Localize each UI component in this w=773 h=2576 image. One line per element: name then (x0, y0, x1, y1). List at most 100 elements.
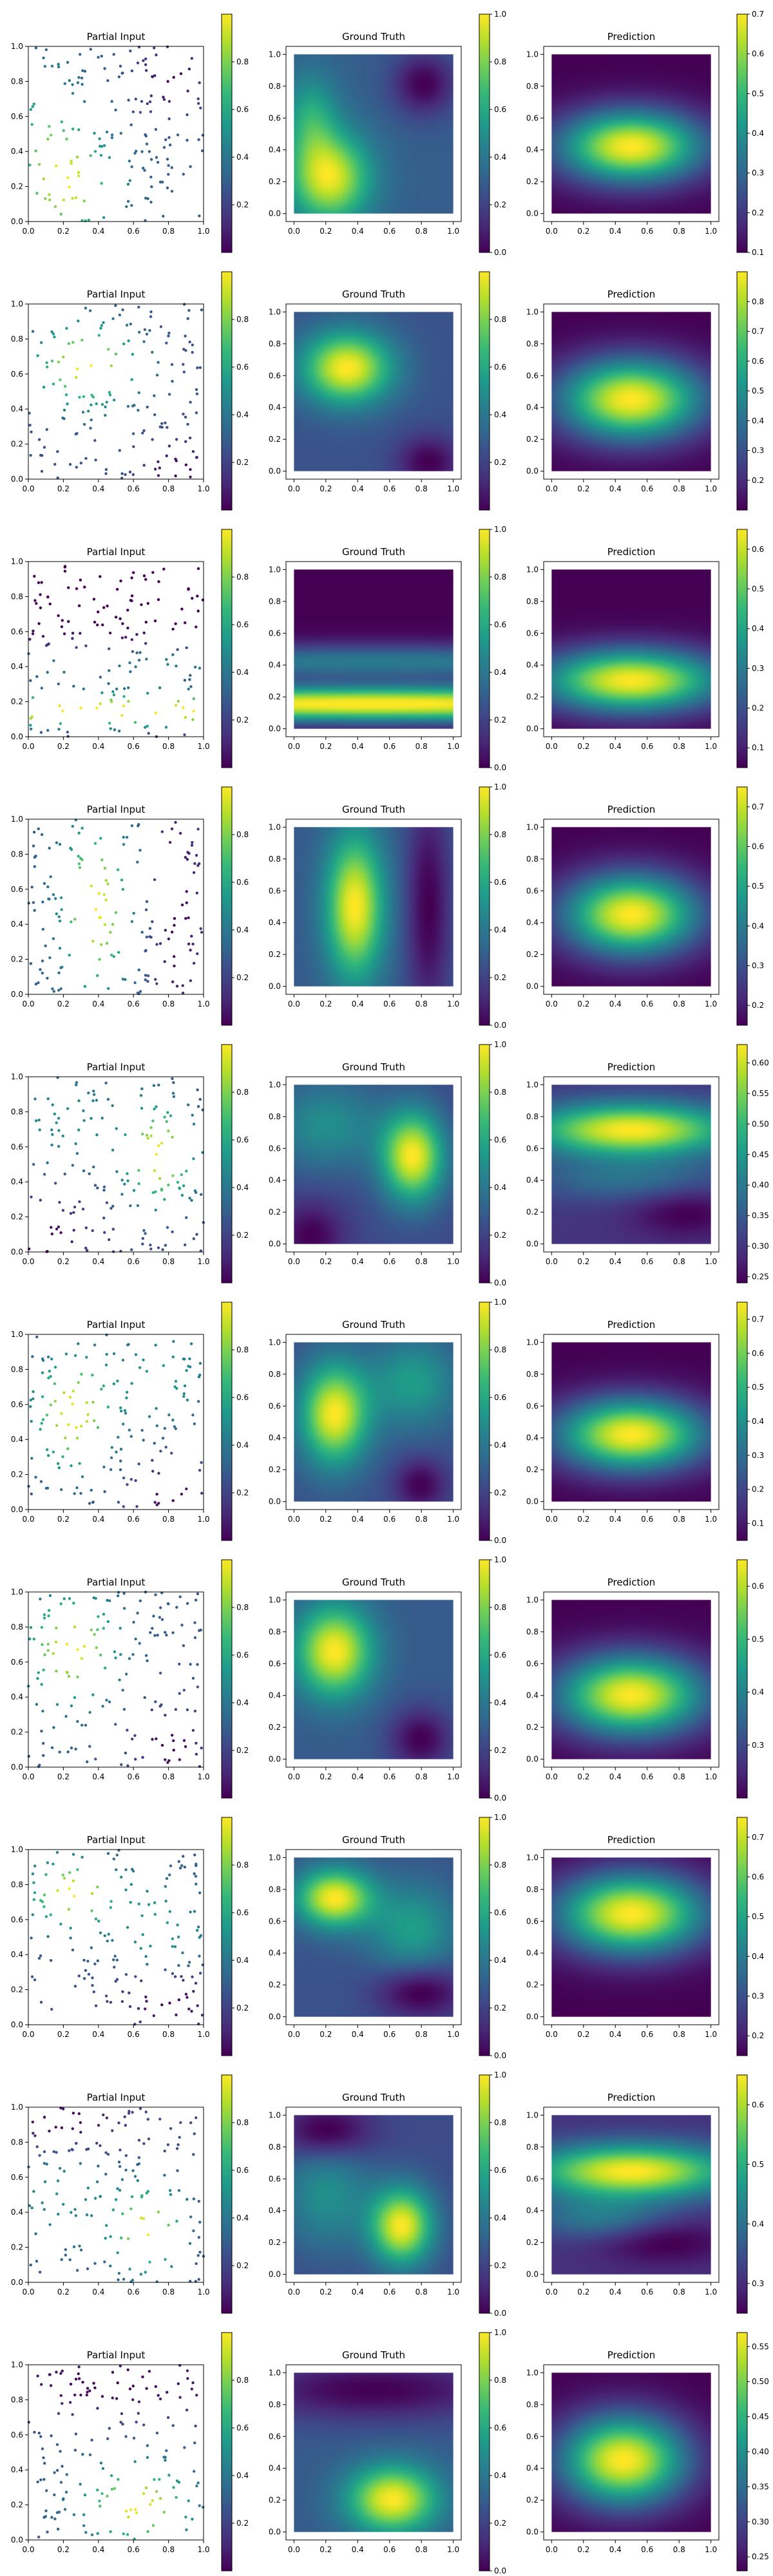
sample-point (144, 2110, 148, 2114)
sample-point (32, 901, 35, 904)
sample-point (87, 1973, 91, 1976)
sample-point (189, 674, 192, 677)
sample-point (196, 1105, 200, 1108)
sample-point (191, 351, 194, 354)
sample-point (167, 393, 171, 396)
sample-point (41, 2201, 44, 2204)
sample-point (128, 2387, 132, 2391)
sample-point (171, 1355, 175, 1359)
sample-point (61, 1209, 65, 1212)
sample-point (46, 885, 50, 889)
y-tick-label: 0.2 (269, 1208, 281, 1217)
colorbar-tick-label: 0.0 (494, 1278, 506, 1287)
sample-point (129, 1435, 133, 1438)
sample-point (189, 2280, 192, 2283)
sample-point (115, 2397, 119, 2400)
sample-point (110, 133, 114, 137)
sample-point (111, 1204, 115, 1208)
colorbar-tick-label: 0.8 (236, 2376, 249, 2385)
sample-point (105, 130, 109, 134)
sample-point (197, 138, 200, 141)
sample-point (105, 2224, 108, 2227)
sample-point (197, 102, 200, 105)
sample-point (38, 2154, 41, 2157)
sample-point (164, 1899, 167, 1903)
sample-point (167, 117, 171, 120)
colorbar-tick-label: 0.2 (752, 476, 764, 485)
sample-point (153, 468, 157, 471)
colorbar-tick-label: 0.4 (752, 416, 764, 425)
sample-point (33, 1097, 37, 1101)
y-tick-label: 0.4 (11, 662, 23, 671)
sample-point (55, 1703, 59, 1706)
sample-point (37, 581, 41, 584)
sample-point (131, 2278, 135, 2282)
sample-point (88, 2453, 92, 2456)
axes-frame (285, 2364, 462, 2541)
sample-point (185, 1170, 188, 1173)
sample-point (46, 1649, 50, 1653)
sample-point (142, 1358, 145, 1361)
sample-point (87, 218, 90, 222)
sample-point (134, 1975, 137, 1978)
sample-point (37, 1671, 40, 1674)
sample-point (200, 149, 204, 153)
sample-point (115, 1127, 118, 1130)
sample-point (149, 315, 153, 318)
colorbar-tick-label: 0.2 (236, 1746, 249, 1755)
y-tick-label: 0.2 (526, 1465, 539, 1474)
y-tick-label: 0.0 (526, 2012, 539, 2022)
panel-title: Partial Input (87, 1577, 146, 1588)
sample-point (32, 2132, 35, 2135)
x-tick-label: 0.6 (383, 2287, 396, 2297)
sample-point (184, 856, 187, 859)
sample-point (112, 1857, 115, 1861)
sample-point (108, 669, 111, 672)
sample-point (131, 2110, 134, 2114)
sample-point (106, 604, 109, 608)
colorbar-tick-label: 0.25 (752, 1273, 769, 1282)
sample-point (99, 575, 102, 578)
sample-point (191, 1676, 195, 1680)
sample-point (30, 1419, 33, 1423)
sample-point (99, 2461, 103, 2465)
x-tick-label: 1.0 (705, 999, 717, 1009)
y-tick-label: 0.4 (526, 1176, 539, 1185)
sample-point (57, 2213, 60, 2216)
sample-point (178, 1866, 182, 1870)
sample-point (81, 69, 84, 73)
sample-point (192, 1990, 195, 1993)
x-tick-label: 0.4 (352, 742, 364, 751)
sample-point (130, 638, 133, 641)
sample-point (80, 1372, 83, 1376)
sample-point (41, 971, 44, 975)
sample-point (194, 2424, 197, 2428)
sample-point (133, 404, 136, 407)
sample-point (120, 1875, 123, 1879)
sample-point (44, 1873, 48, 1876)
sample-point (66, 61, 70, 64)
colorbar-tick-label: 0.8 (494, 2118, 506, 2127)
colorbar-tick-label: 0.5 (752, 1634, 764, 1643)
sample-point (65, 2473, 68, 2476)
sample-point (32, 1162, 35, 1166)
colorbar-tick-label: 0.4 (236, 1441, 249, 1450)
x-tick-label: 0.8 (415, 2287, 428, 2297)
sample-point (124, 2168, 128, 2172)
sample-point (169, 1114, 173, 1117)
panel-title: Partial Input (87, 1834, 146, 1846)
sample-point (156, 1633, 159, 1637)
sample-point (59, 2394, 63, 2397)
sample-point (121, 1689, 124, 1692)
sample-point (187, 916, 190, 920)
axes-frame (285, 1591, 462, 1768)
sample-point (69, 2382, 73, 2386)
sample-point (165, 2449, 168, 2452)
sample-point (79, 461, 82, 465)
sample-point (93, 439, 97, 442)
y-tick-label: 0.8 (269, 1112, 281, 1121)
sample-point (134, 2508, 137, 2511)
sample-point (172, 1081, 175, 1084)
